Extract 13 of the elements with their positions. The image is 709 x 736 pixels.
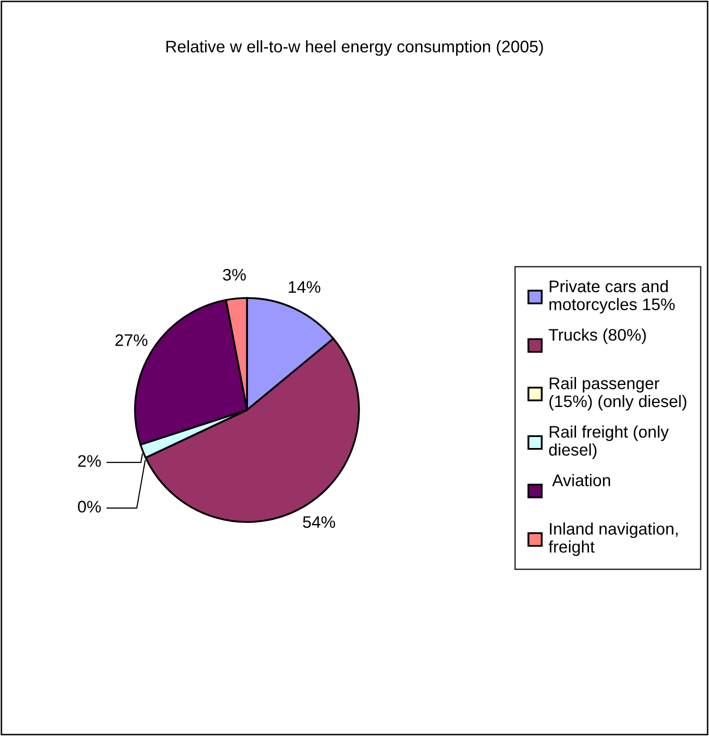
- legend-label: Private cars and motorcycles 15%: [550, 280, 675, 314]
- data-label: 27%: [115, 334, 148, 346]
- data-label: 2%: [78, 455, 101, 467]
- legend-label: Rail passenger (15%) (only diesel): [549, 377, 686, 410]
- data-label: 14%: [288, 281, 320, 293]
- chart-title: Relative w ell-to-w heel energy consumption (2005): [166, 40, 543, 56]
- legend-label: Inland navigation, freight: [548, 522, 678, 556]
- legend-label: Trucks (80%): [548, 328, 646, 344]
- legend-label: Rail freight (only diesel): [549, 426, 669, 459]
- text: 0%: [78, 500, 101, 513]
- data-label: 3%: [222, 268, 246, 281]
- data-label: 54%: [303, 516, 336, 528]
- legend-label: Aviation: [552, 474, 610, 486]
